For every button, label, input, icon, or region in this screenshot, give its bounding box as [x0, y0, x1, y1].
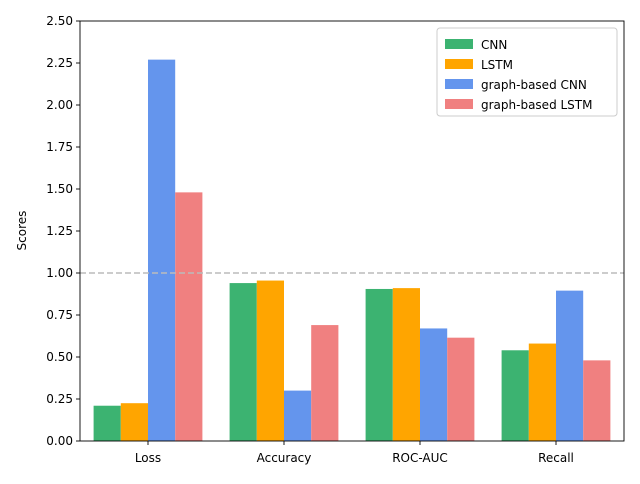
bar [420, 328, 448, 441]
plot-area: 0.00 0.25 0.50 0.75 1.00 1.25 1.50 1.75 2.00 2.25… [46, 14, 625, 465]
legend-label: CNN [481, 38, 507, 52]
legend-label: graph-based CNN [481, 78, 587, 92]
y-tick-label: 0.50 [46, 350, 73, 364]
x-tick-label: Accuracy [257, 451, 312, 465]
legend-swatch [445, 39, 473, 49]
y-tick-label: 0.00 [46, 434, 73, 448]
bar [556, 290, 584, 441]
bar [120, 403, 148, 441]
bar [392, 288, 420, 441]
bar [229, 283, 257, 441]
bar [256, 280, 284, 441]
legend-label: LSTM [481, 58, 513, 72]
y-tick-label: 2.25 [46, 56, 73, 70]
y-tick-label: 2.00 [46, 98, 73, 112]
bar [284, 390, 312, 441]
x-tick-label: ROC-AUC [392, 451, 448, 465]
bar [148, 59, 176, 441]
bar [583, 360, 611, 441]
legend-label: graph-based LSTM [481, 98, 592, 112]
bar [447, 337, 475, 441]
y-tick-label: 1.75 [46, 140, 73, 154]
x-tick-label: Recall [538, 451, 574, 465]
legend: CNN LSTM graph-based CNN graph-based LSTM [436, 27, 618, 117]
bar [365, 288, 393, 441]
y-tick-label: 1.50 [46, 182, 73, 196]
bar [501, 350, 529, 441]
legend-swatch [445, 59, 473, 69]
bar [175, 192, 203, 441]
bar [311, 325, 339, 441]
y-tick-label: 1.25 [46, 224, 73, 238]
y-tick-label: 0.25 [46, 392, 73, 406]
y-tick-label: 2.50 [46, 14, 73, 28]
bar [528, 343, 556, 441]
x-tick-label: Loss [135, 451, 161, 465]
legend-swatch [445, 79, 473, 89]
bar [93, 405, 121, 441]
y-tick-label: 1.00 [46, 266, 73, 280]
legend-box [436, 27, 618, 117]
y-axis-label: Scores [15, 211, 29, 251]
y-tick-label: 0.75 [46, 308, 73, 322]
legend-swatch [445, 99, 473, 109]
